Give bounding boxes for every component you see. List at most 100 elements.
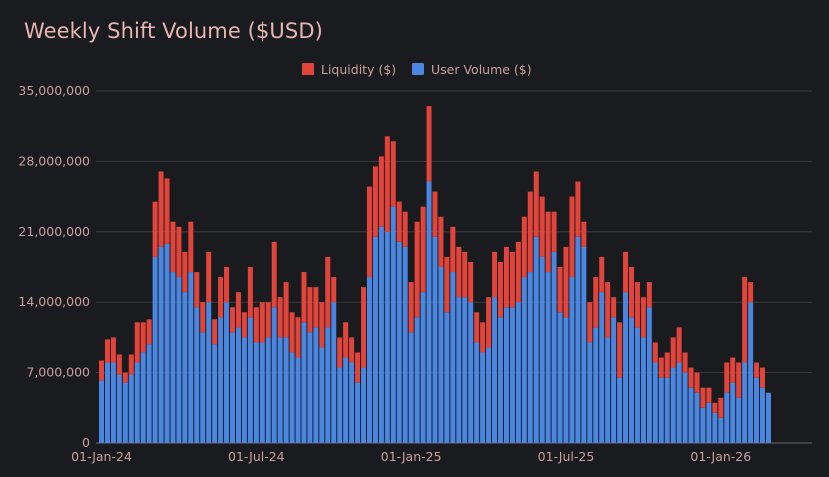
bar-liquidity	[599, 256, 605, 293]
bar-user-volume	[307, 332, 313, 443]
bar-user-volume	[563, 317, 569, 443]
bar-user-volume	[569, 277, 575, 443]
bar-liquidity	[700, 387, 706, 408]
bar-liquidity	[355, 352, 361, 383]
bar-liquidity	[640, 297, 646, 338]
bar-liquidity	[301, 272, 307, 323]
bar-user-volume	[182, 292, 188, 443]
bar-user-volume	[712, 412, 718, 443]
bar-liquidity	[271, 241, 277, 308]
bar-liquidity	[366, 186, 372, 278]
bar-liquidity	[462, 251, 468, 298]
bar-user-volume	[450, 272, 456, 443]
bar-liquidity	[515, 241, 521, 303]
bar-user-volume	[468, 302, 474, 443]
bar-liquidity	[194, 272, 200, 308]
y-tick-label: 14,000,000	[18, 294, 90, 309]
bar-liquidity	[265, 302, 271, 338]
bar-user-volume	[575, 236, 581, 443]
bar-liquidity	[390, 141, 396, 207]
bar-user-volume	[599, 292, 605, 443]
legend-swatch-user-volume	[412, 63, 424, 75]
bar-liquidity	[628, 267, 634, 318]
bar-liquidity	[652, 342, 658, 363]
bar-liquidity	[551, 211, 557, 252]
bar-user-volume	[265, 337, 271, 443]
bar-liquidity	[450, 226, 456, 273]
bar-liquidity	[99, 360, 104, 381]
bar-user-volume	[480, 352, 486, 443]
bar-user-volume	[271, 307, 277, 443]
bar-liquidity	[742, 277, 748, 363]
bar-user-volume	[277, 337, 283, 443]
bar-user-volume	[122, 382, 128, 443]
bar-user-volume	[533, 236, 539, 443]
bar-user-volume	[646, 307, 652, 443]
x-tick-label: 01-Jul-24	[228, 449, 285, 464]
bar-user-volume	[611, 317, 617, 443]
y-tick-label: 0	[82, 435, 90, 450]
bar-user-volume	[593, 327, 599, 443]
bar-user-volume	[486, 347, 492, 443]
bar-user-volume	[700, 407, 706, 443]
bar-user-volume	[438, 267, 444, 443]
bar-user-volume	[420, 292, 426, 443]
bar-user-volume	[718, 417, 724, 443]
bar-liquidity	[128, 354, 134, 375]
bar-liquidity	[545, 211, 551, 273]
bar-user-volume	[110, 362, 116, 443]
bar-liquidity	[253, 307, 259, 343]
bar-liquidity	[623, 251, 629, 293]
bar-user-volume	[474, 342, 480, 443]
bar-user-volume	[444, 312, 450, 443]
bar-user-volume	[492, 297, 498, 443]
bar-user-volume	[170, 272, 176, 443]
bar-liquidity	[146, 319, 152, 345]
bar-user-volume	[503, 307, 509, 443]
bar-user-volume	[283, 337, 289, 443]
bar-user-volume	[349, 362, 355, 443]
bar-liquidity	[497, 261, 503, 318]
bar-user-volume	[760, 387, 766, 443]
bar-liquidity	[736, 362, 742, 398]
bar-liquidity	[593, 277, 599, 328]
bar-user-volume	[408, 332, 414, 443]
bar-user-volume	[664, 377, 670, 443]
legend-label-user-volume: User Volume ($)	[431, 62, 532, 77]
bar-user-volume	[158, 246, 164, 443]
bar-user-volume	[140, 352, 146, 443]
bar-user-volume	[116, 374, 122, 443]
bar-liquidity	[170, 221, 176, 273]
bar-liquidity	[569, 196, 575, 278]
bar-user-volume	[527, 272, 533, 443]
bar-liquidity	[224, 267, 230, 303]
bar-liquidity	[521, 216, 527, 278]
bar-liquidity	[134, 322, 140, 363]
bar-user-volume	[706, 402, 712, 443]
bar-liquidity	[605, 282, 611, 338]
bar-liquidity	[486, 297, 492, 348]
bar-user-volume	[146, 344, 152, 443]
bar-liquidity	[503, 246, 509, 308]
y-tick-label: 7,000,000	[26, 365, 90, 380]
legend-label-liquidity: Liquidity ($)	[321, 62, 396, 77]
bar-liquidity	[295, 317, 301, 358]
bar-liquidity	[533, 171, 539, 237]
bar-liquidity	[307, 287, 313, 333]
bar-liquidity	[480, 322, 486, 353]
bar-user-volume	[497, 317, 503, 443]
bar-liquidity	[456, 246, 462, 298]
bar-user-volume	[188, 272, 194, 443]
bar-liquidity	[259, 302, 265, 343]
x-tick-label: 01-Jan-24	[71, 449, 132, 464]
bar-user-volume	[230, 332, 236, 443]
bar-liquidity	[474, 312, 480, 343]
bar-liquidity	[313, 287, 319, 328]
bar-liquidity	[408, 282, 414, 333]
bar-user-volume	[628, 317, 634, 443]
bar-user-volume	[218, 317, 224, 443]
bar-liquidity	[468, 261, 474, 303]
bar-liquidity	[676, 327, 682, 363]
y-tick-label: 35,000,000	[18, 83, 90, 98]
